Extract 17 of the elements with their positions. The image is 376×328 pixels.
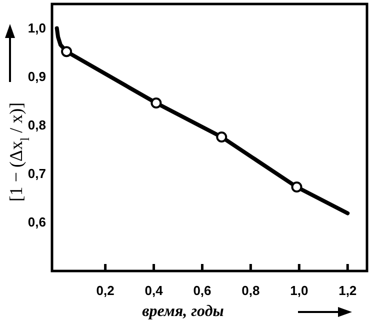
point: [291, 182, 302, 193]
point: [61, 46, 72, 58]
x-tick-label: 0,2: [96, 283, 114, 298]
line-series: [54, 26, 350, 216]
point: [150, 98, 162, 109]
y-tick-label: 0,7: [28, 166, 46, 182]
x-tick-label: 0,4: [144, 283, 164, 298]
x-axis-title: время, годы: [142, 303, 224, 320]
point: [216, 132, 228, 143]
x-tick-label: 1,2: [338, 283, 357, 298]
y-tick-label: 0,9: [28, 68, 46, 84]
y-tick-label: 1,0: [28, 20, 46, 36]
y-tick-label: 0,6: [28, 214, 46, 230]
x-tick-label: 0,6: [193, 283, 212, 298]
x-tick-label: 0,8: [242, 283, 260, 298]
x-tick-label: 1,0: [290, 283, 308, 298]
y-tick-label: 0,8: [28, 118, 46, 133]
